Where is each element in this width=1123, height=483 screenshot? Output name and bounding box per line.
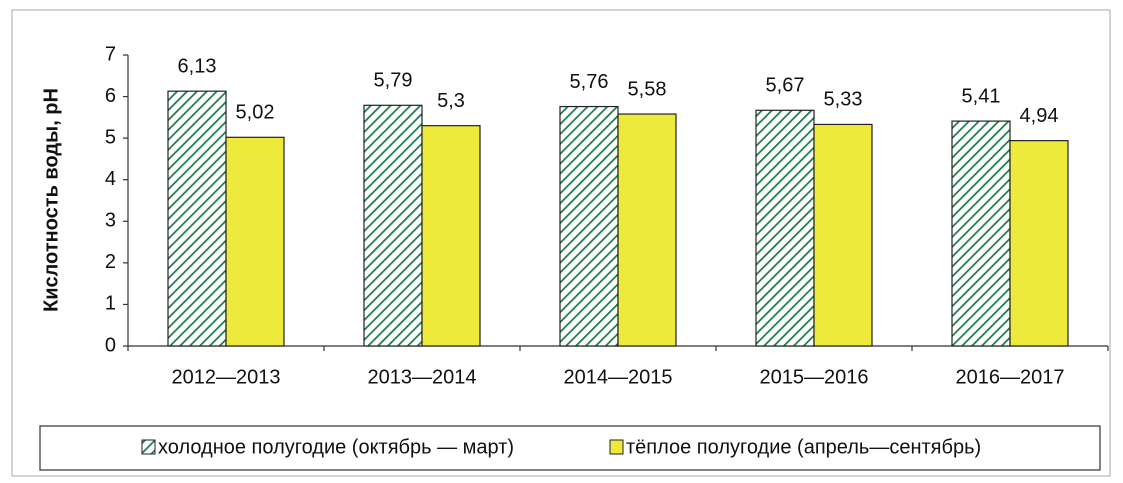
y-axis-label: Кислотность воды, pH [40, 88, 62, 312]
value-label: 6,13 [178, 55, 217, 77]
y-tick-label: 4 [105, 168, 116, 190]
y-tick-label: 5 [105, 126, 116, 148]
value-label: 4,94 [1020, 105, 1059, 127]
y-tick-label: 6 [105, 85, 116, 107]
y-tick-label: 7 [105, 43, 116, 65]
bar [951, 120, 1011, 347]
bar [559, 105, 619, 347]
x-tick-label: 2014—2015 [564, 366, 673, 388]
bar [225, 136, 285, 347]
value-label: 5,79 [374, 70, 413, 92]
legend-box [39, 425, 1101, 471]
value-label: 5,76 [570, 71, 609, 93]
bar [167, 90, 227, 347]
value-label: 5,41 [962, 85, 1001, 107]
chart-frame [11, 9, 1111, 477]
x-tick-label: 2015—2016 [760, 366, 869, 388]
bar [813, 123, 873, 347]
legend-label: холодное полугодие (октябрь — март) [158, 436, 514, 458]
y-tick-label: 3 [105, 210, 116, 232]
value-label: 5,67 [766, 75, 805, 97]
x-tick-label: 2013—2014 [368, 366, 477, 388]
y-tick-label: 1 [105, 293, 116, 315]
x-tick-label: 2012—2013 [172, 366, 281, 388]
value-label: 5,3 [437, 90, 465, 112]
y-tick-label: 0 [105, 334, 116, 356]
value-label: 5,33 [824, 89, 863, 111]
legend-label: тёплое полугодие (апрель—сентябрь) [626, 436, 981, 458]
legend-swatch [141, 439, 156, 455]
bar [617, 113, 677, 347]
x-tick-label: 2016—2017 [956, 366, 1065, 388]
bar [755, 109, 815, 347]
value-label: 5,58 [628, 78, 667, 100]
bar [363, 104, 423, 347]
y-tick-label: 2 [105, 251, 116, 273]
bar [1009, 140, 1069, 347]
legend-swatch [609, 439, 624, 455]
value-label: 5,02 [236, 102, 275, 124]
bar [421, 125, 481, 347]
